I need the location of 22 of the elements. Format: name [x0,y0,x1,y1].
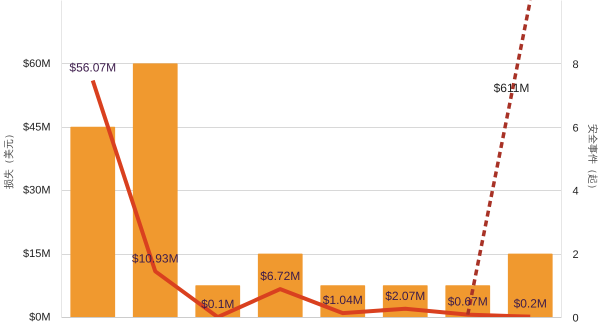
y2-tick-label: 8 [572,58,579,71]
y-tick-label: $45M [22,121,51,134]
data-label: $56.07M [69,60,116,75]
data-label: $2.07M [385,288,426,303]
bar [132,63,178,318]
annotation: $611M [494,80,530,95]
y2-axis-title: 安全事件（起） [586,124,599,194]
data-label: $6.72M [260,269,300,284]
y2-tick-label: 0 [572,312,579,324]
bar [508,254,553,318]
y-tick-label: $15M [22,248,51,260]
y-tick-label: $30M [22,184,51,197]
y2-tick-label: 4 [572,186,579,198]
data-label: $0.1M [201,297,234,312]
y2-tick-label: 6 [572,122,579,134]
y2-tick-label: 2 [572,249,579,262]
y-axis-title: 损失（美元） [2,129,15,189]
y-tick-label: $0M [29,312,51,324]
data-label: $0.2M [514,296,547,311]
y-tick-label: $60M [22,58,51,70]
bar [70,126,116,318]
data-label: $1.04M [322,293,363,308]
